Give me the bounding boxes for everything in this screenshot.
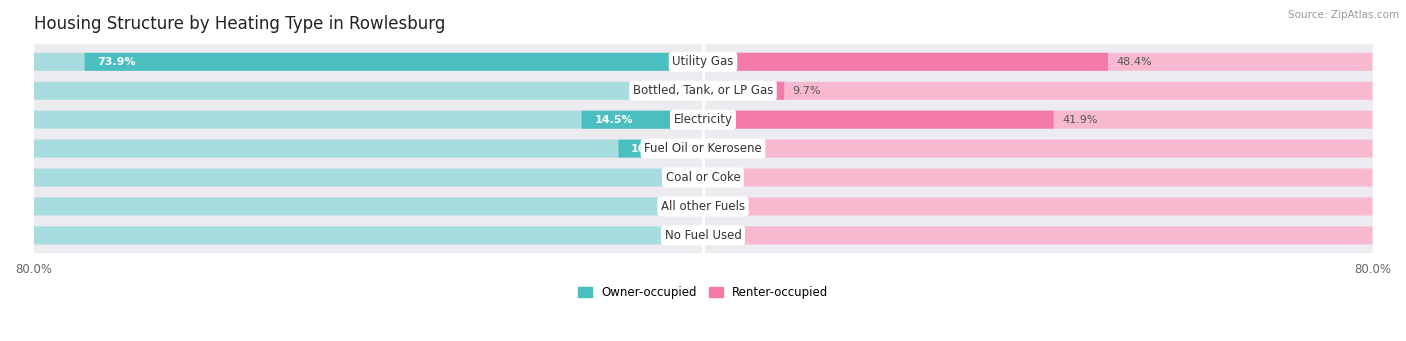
Text: 0.0%: 0.0% — [716, 144, 744, 153]
Text: 9.7%: 9.7% — [793, 86, 821, 96]
Text: Source: ZipAtlas.com: Source: ZipAtlas.com — [1288, 10, 1399, 20]
Text: 1.5%: 1.5% — [654, 86, 682, 96]
FancyBboxPatch shape — [703, 53, 1372, 71]
FancyBboxPatch shape — [703, 82, 785, 100]
FancyBboxPatch shape — [34, 102, 1372, 137]
Text: Utility Gas: Utility Gas — [672, 55, 734, 68]
Text: 0.0%: 0.0% — [716, 173, 744, 182]
Text: 48.4%: 48.4% — [1116, 57, 1152, 67]
FancyBboxPatch shape — [34, 44, 1372, 79]
Text: 0.0%: 0.0% — [716, 202, 744, 211]
Text: Housing Structure by Heating Type in Rowlesburg: Housing Structure by Heating Type in Row… — [34, 15, 444, 33]
Text: 73.9%: 73.9% — [97, 57, 136, 67]
Text: 0.0%: 0.0% — [662, 231, 690, 240]
Text: All other Fuels: All other Fuels — [661, 200, 745, 213]
Text: No Fuel Used: No Fuel Used — [665, 229, 741, 242]
FancyBboxPatch shape — [34, 160, 1372, 195]
Text: 10.1%: 10.1% — [631, 144, 669, 153]
FancyBboxPatch shape — [619, 139, 703, 158]
FancyBboxPatch shape — [703, 226, 1372, 244]
Text: 14.5%: 14.5% — [595, 115, 633, 125]
Text: 0.0%: 0.0% — [662, 202, 690, 211]
FancyBboxPatch shape — [582, 111, 703, 129]
FancyBboxPatch shape — [34, 82, 703, 100]
Text: Electricity: Electricity — [673, 113, 733, 126]
FancyBboxPatch shape — [34, 197, 703, 216]
FancyBboxPatch shape — [34, 111, 703, 129]
FancyBboxPatch shape — [34, 73, 1372, 108]
Text: 0.0%: 0.0% — [662, 173, 690, 182]
FancyBboxPatch shape — [34, 53, 703, 71]
FancyBboxPatch shape — [703, 111, 1053, 129]
FancyBboxPatch shape — [703, 82, 1372, 100]
Text: 41.9%: 41.9% — [1062, 115, 1098, 125]
FancyBboxPatch shape — [34, 168, 703, 187]
Text: Fuel Oil or Kerosene: Fuel Oil or Kerosene — [644, 142, 762, 155]
FancyBboxPatch shape — [703, 168, 1372, 187]
Legend: Owner-occupied, Renter-occupied: Owner-occupied, Renter-occupied — [578, 286, 828, 299]
FancyBboxPatch shape — [34, 131, 1372, 166]
FancyBboxPatch shape — [703, 197, 1372, 216]
Text: Bottled, Tank, or LP Gas: Bottled, Tank, or LP Gas — [633, 84, 773, 97]
FancyBboxPatch shape — [34, 139, 703, 158]
FancyBboxPatch shape — [34, 218, 1372, 253]
FancyBboxPatch shape — [34, 226, 703, 244]
FancyBboxPatch shape — [703, 139, 1372, 158]
FancyBboxPatch shape — [690, 82, 703, 100]
FancyBboxPatch shape — [703, 111, 1372, 129]
FancyBboxPatch shape — [703, 53, 1108, 71]
FancyBboxPatch shape — [34, 189, 1372, 224]
Text: 0.0%: 0.0% — [716, 231, 744, 240]
Text: Coal or Coke: Coal or Coke — [665, 171, 741, 184]
FancyBboxPatch shape — [84, 53, 703, 71]
